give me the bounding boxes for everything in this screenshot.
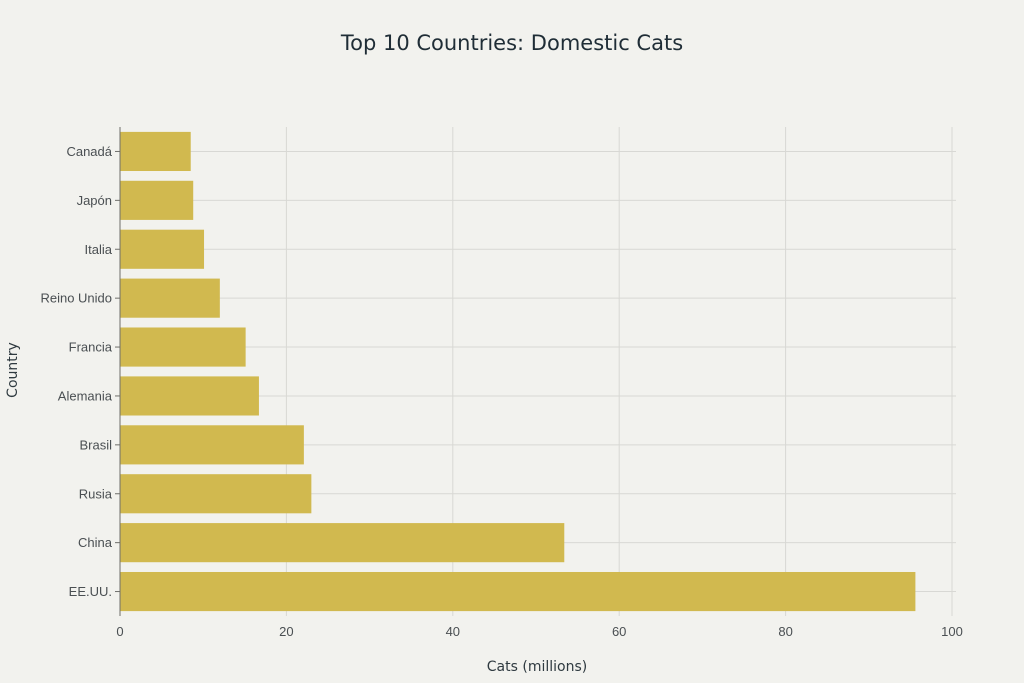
bar bbox=[120, 229, 205, 269]
x-tick-label: 60 bbox=[612, 624, 626, 639]
y-tick-label: Rusia bbox=[79, 486, 113, 501]
bar bbox=[120, 474, 312, 514]
bar bbox=[120, 376, 259, 416]
bar bbox=[120, 131, 191, 172]
bar bbox=[120, 278, 220, 318]
bar bbox=[120, 523, 565, 563]
y-axis-labels: EE.UU. China Rusia Brasil Alemania Francia Rei… bbox=[40, 144, 120, 599]
bar bbox=[120, 327, 246, 367]
y-tick-label: Reino Unido bbox=[40, 291, 112, 306]
y-axis-title: Country bbox=[5, 342, 21, 398]
bar bbox=[120, 180, 194, 220]
x-tick-label: 20 bbox=[279, 624, 293, 639]
x-tick-label: 40 bbox=[446, 624, 460, 639]
y-tick-label: Japón bbox=[77, 193, 112, 208]
bar bbox=[120, 425, 304, 465]
bars-layer bbox=[120, 131, 916, 612]
y-tick-label: Brasil bbox=[79, 437, 112, 452]
x-tick-label: 100 bbox=[941, 624, 963, 639]
x-axis-title: Cats (millions) bbox=[487, 659, 587, 675]
x-tick-label: 0 bbox=[116, 624, 123, 639]
x-tick-label: 80 bbox=[778, 624, 792, 639]
x-axis-ticks: 0 20 40 60 80 100 bbox=[116, 624, 962, 639]
y-tick-label: Alemania bbox=[58, 388, 113, 403]
bar bbox=[120, 571, 916, 612]
y-tick-label: Italia bbox=[85, 242, 113, 257]
y-tick-label: Francia bbox=[69, 340, 113, 355]
y-tick-label: EE.UU. bbox=[69, 584, 112, 599]
chart-title: Top 10 Countries: Domestic Cats bbox=[340, 31, 683, 55]
y-tick-label: Canadá bbox=[66, 144, 112, 159]
y-tick-label: China bbox=[78, 535, 113, 550]
